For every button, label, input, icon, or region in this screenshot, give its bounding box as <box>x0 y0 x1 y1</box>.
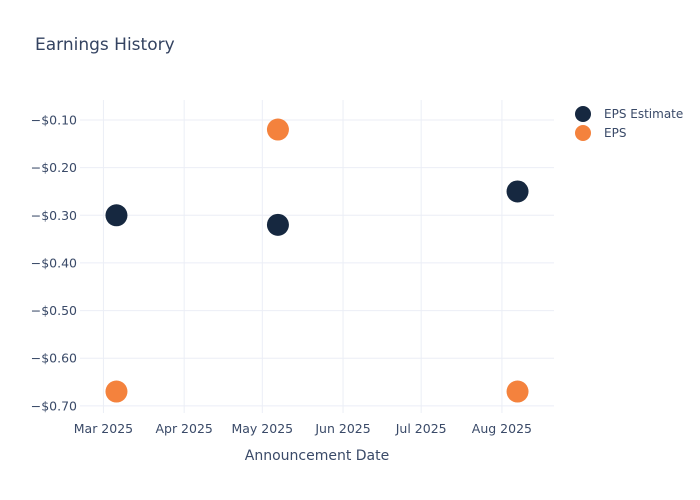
legend-item-label: EPS <box>604 125 627 140</box>
x-axis-title: Announcement Date <box>244 448 390 464</box>
x-tick-label: May 2025 <box>231 421 293 436</box>
y-tick-label: −$0.60 <box>31 351 77 366</box>
legend-item-label: EPS Estimate <box>604 106 684 121</box>
x-tick-label: Aug 2025 <box>472 421 532 436</box>
chart-title: Earnings History <box>35 35 175 55</box>
y-tick-label: −$0.50 <box>31 303 77 318</box>
legend-item-eps[interactable]: EPS <box>575 123 683 142</box>
legend-marker-icon <box>575 105 591 122</box>
y-tick-label: −$0.20 <box>31 160 77 175</box>
x-tick-label: Mar 2025 <box>74 421 133 436</box>
x-tick-label: Jun 2025 <box>314 421 370 436</box>
y-tick-label: −$0.70 <box>31 398 77 413</box>
y-tick-label: −$0.10 <box>31 113 77 128</box>
data-point-eps-estimate[interactable] <box>266 213 289 236</box>
data-point-eps-estimate[interactable] <box>506 180 529 203</box>
y-tick-label: −$0.30 <box>31 208 77 223</box>
data-point-eps-estimate[interactable] <box>105 204 128 227</box>
data-point-eps[interactable] <box>105 380 128 403</box>
data-point-eps[interactable] <box>506 380 529 403</box>
y-tick-label: −$0.40 <box>31 255 77 270</box>
x-tick-label: Apr 2025 <box>155 421 212 436</box>
legend-item-eps-estimate[interactable]: EPS Estimate <box>575 104 683 123</box>
data-point-eps[interactable] <box>266 118 289 141</box>
legend-marker-icon <box>575 124 591 141</box>
legend: EPS Estimate EPS <box>575 104 683 142</box>
x-tick-label: Jul 2025 <box>395 421 447 436</box>
